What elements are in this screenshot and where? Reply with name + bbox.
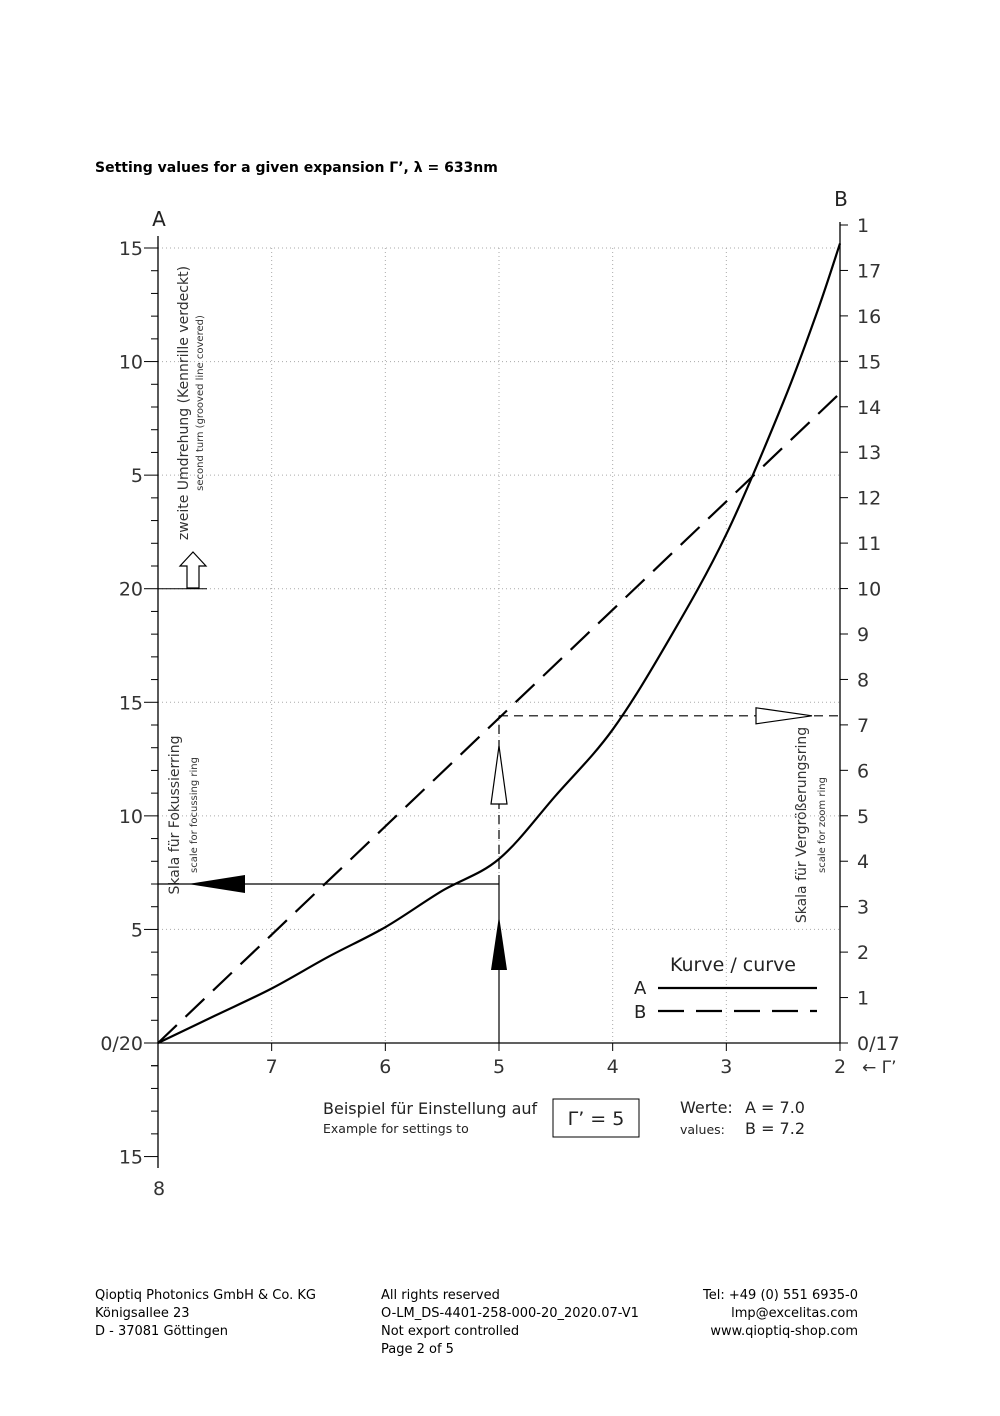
arrow-up-hollow-icon (490, 745, 508, 805)
left-upper-axis-label: zweite Umdrehung (Kennrille verdeckt) (176, 266, 192, 540)
footer-city: D - 37081 Göttingen (95, 1324, 229, 1339)
left-axis-tick-label: 10 (119, 806, 143, 828)
example-value-a: A = 7.0 (745, 1098, 805, 1117)
legend-label-b: B (634, 1002, 646, 1023)
right-axis-tick-label: 1 (857, 215, 869, 237)
right-axis-tick-label: 15 (857, 351, 881, 373)
x-axis-tick-label: 7 (266, 1056, 278, 1078)
x-axis-label: ← Γ’ (862, 1058, 897, 1078)
right-axis-tick-label: 5 (857, 806, 869, 828)
example-values-sublabel: values: (680, 1122, 725, 1137)
right-axis-tick-label: 13 (857, 442, 881, 464)
arrow-left-filled-icon (188, 875, 245, 893)
left-axis-tick-label: 15 (119, 1147, 143, 1169)
left-axis-tick-label: 0/20 (100, 1033, 143, 1055)
footer-page: Page 2 of 5 (381, 1342, 454, 1357)
footer-contact: Tel: +49 (0) 551 6935-0 lmp@excelitas.co… (640, 1287, 858, 1341)
left-axis-tick-label: 15 (119, 238, 143, 260)
example-setting-box (552, 1098, 640, 1138)
example-value-b: B = 7.2 (745, 1119, 805, 1138)
right-axis-name: B (834, 187, 848, 211)
right-axis-tick-label: 9 (857, 624, 869, 646)
example-label: Beispiel für Einstellung auf (323, 1099, 538, 1118)
left-axis-name: A (152, 207, 166, 231)
x-axis-tick-label: 4 (607, 1056, 619, 1078)
footer-email: lmp@excelitas.com (731, 1306, 858, 1321)
footer-address: Qioptiq Photonics GmbH & Co. KG Königsal… (95, 1287, 316, 1341)
left-lower-axis-label: Skala für Fokussierring (167, 736, 183, 895)
right-axis-tick-label: 6 (857, 760, 869, 782)
footer-web: www.qioptiq-shop.com (710, 1324, 858, 1339)
right-axis-tick-label: 3 (857, 897, 869, 919)
legend-title: Kurve / curve (670, 954, 796, 976)
right-axis-label: Skala für Vergrößerungsring (794, 727, 810, 923)
example-values-label: Werte: (680, 1098, 733, 1117)
example-setting: Γ’ = 5 (568, 1108, 625, 1130)
x-axis-tick-label: 5 (493, 1056, 505, 1078)
footer-company: Qioptiq Photonics GmbH & Co. KG (95, 1288, 316, 1303)
right-axis-tick-label: 17 (857, 260, 881, 282)
right-axis-tick-label: 4 (857, 851, 869, 873)
footer-export: Not export controlled (381, 1324, 520, 1339)
right-axis-tick-label: 16 (857, 306, 881, 328)
right-axis-tick-label: 8 (857, 669, 869, 691)
legend-label-a: A (634, 978, 647, 999)
footer-tel: Tel: +49 (0) 551 6935-0 (703, 1288, 858, 1303)
right-axis-tick-label: 14 (857, 397, 881, 419)
x-axis-tick-label: 2 (834, 1056, 846, 1078)
series-line-a (157, 243, 842, 1044)
left-axis-tick-label: 10 (119, 352, 143, 374)
left-axis-tick-label: 5 (131, 919, 143, 941)
left-axis-tick-label: 20 (119, 579, 143, 601)
right-axis-tick-label: 7 (857, 715, 869, 737)
footer-document: All rights reserved O-LM_DS-4401-258-000… (381, 1287, 639, 1359)
x-axis-tick-label: 3 (720, 1056, 732, 1078)
right-axis-sublabel: scale for zoom ring (817, 777, 828, 873)
right-axis-tick-label: 11 (857, 533, 881, 555)
arrow-right-hollow-icon (755, 707, 813, 725)
right-axis-tick-label: 10 (857, 579, 881, 601)
footer-rights: All rights reserved (381, 1288, 500, 1303)
x-axis-tick-label: 6 (379, 1056, 391, 1078)
right-axis-tick-label: 12 (857, 488, 881, 510)
left-axis-tick-label: 5 (131, 465, 143, 487)
footer-doc-id: O-LM_DS-4401-258-000-20_2020.07-V1 (381, 1306, 639, 1321)
left-upper-axis-sublabel: second turn (grooved line covered) (195, 315, 206, 491)
right-axis-tick-label: 0/17 (857, 1033, 900, 1055)
right-axis-tick-label: 1 (857, 988, 869, 1010)
left-lower-axis-sublabel: scale for focussing ring (189, 757, 200, 873)
page-title: Setting values for a given expansion Γ’,… (95, 160, 498, 176)
arrow-up-filled-icon (491, 916, 507, 970)
right-axis-tick-label: 2 (857, 942, 869, 964)
left-axis-tick-label: 15 (119, 692, 143, 714)
left-axis-tick-label: 8 (153, 1178, 165, 1200)
example-sublabel: Example for settings to (323, 1121, 469, 1136)
up-arrow-icon (178, 551, 208, 589)
footer-street: Königsallee 23 (95, 1306, 190, 1321)
